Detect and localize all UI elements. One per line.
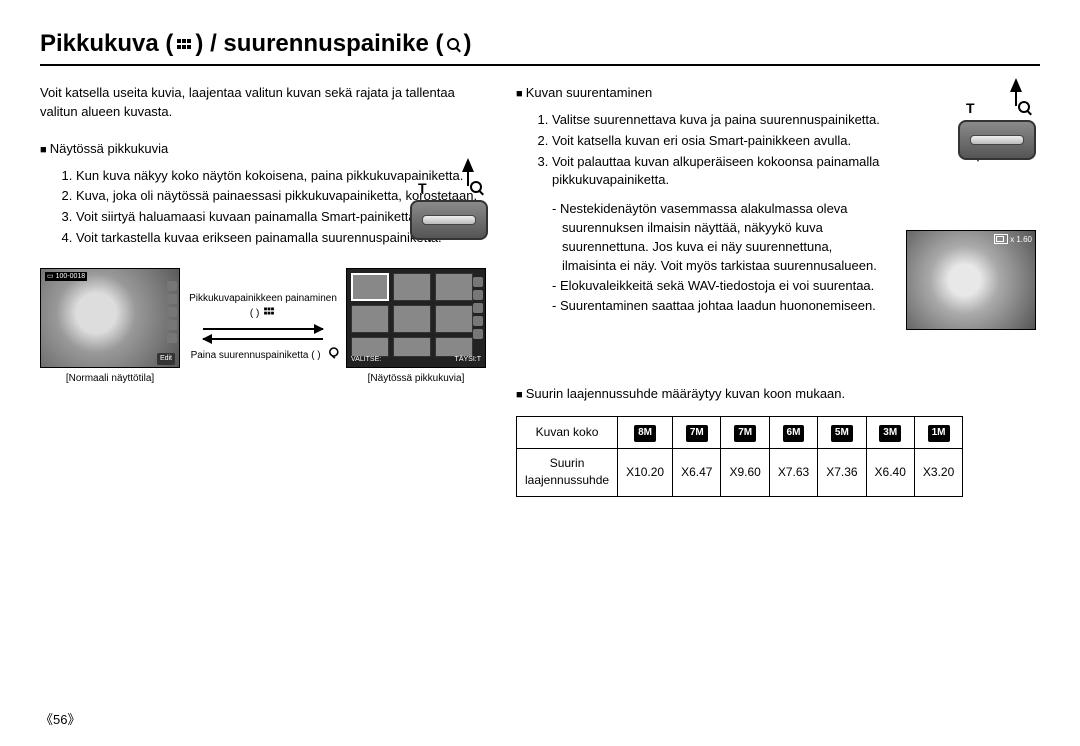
size-badge: 7M — [734, 425, 756, 442]
zoom-area-icon — [994, 234, 1008, 244]
thumb-selected — [351, 273, 389, 301]
sub-1: - Nestekidenäytön vasemmassa alakulmassa… — [552, 200, 890, 275]
select-label: VALITSE: — [351, 355, 381, 365]
sub-2: - Elokuvaleikkeitä sekä WAV-tiedostoja e… — [552, 277, 890, 296]
mid-bottom-label: Paina suurennuspainiketta ( ) — [191, 346, 336, 364]
right-steps: Valitse suurennettava kuva ja paina suur… — [516, 111, 890, 190]
ratio-cell: X7.36 — [818, 448, 866, 496]
zoom-indicator: x 1.60 — [994, 234, 1032, 244]
ratio-table: Kuvan koko 8M 7M 7M 6M 5M 3M 1M Suurin l… — [516, 416, 963, 496]
ratio-cell: X6.47 — [673, 448, 721, 496]
size-badge: 7M — [686, 425, 708, 442]
zoom-magnifier-icon-2 — [1018, 101, 1030, 113]
caption-normal: [Normaali näyttötila] — [40, 372, 180, 387]
arrow-up-icon — [462, 158, 474, 172]
ratio-cell: X10.20 — [618, 448, 673, 496]
screen-thumb-wrap: VALITSE: TÄYSI:T [Näytössä pikkukuvia] — [346, 268, 486, 387]
page-title: Pikkukuva ( ) / suurennuspainike ( ) — [40, 30, 1040, 66]
ratio-cell: X7.63 — [769, 448, 817, 496]
table-row-sizes: Kuvan koko 8M 7M 7M 6M 5M 3M 1M — [517, 417, 963, 449]
size-badge: 3M — [879, 425, 901, 442]
ratio-cell: X6.40 — [866, 448, 914, 496]
size-badge: 1M — [928, 425, 950, 442]
right-step-1: Valitse suurennettava kuva ja paina suur… — [552, 111, 890, 130]
zoom-t-label: T — [418, 180, 427, 196]
ratio-label: Suurin laajennussuhde — [517, 448, 618, 496]
screens-row: ▭ 100-0018 Edit [Normaali näyttötila] Pi… — [40, 268, 486, 387]
size-badge: 8M — [634, 425, 656, 442]
right-heading-1: Kuvan suurentaminen — [516, 84, 890, 103]
thumbnail-grid-icon — [177, 39, 191, 49]
zoom-value: x 1.60 — [1010, 235, 1032, 244]
edit-label: Edit — [157, 353, 175, 365]
screen-thumbnails: VALITSE: TÄYSI:T — [346, 268, 486, 368]
zoom-rocker-button[interactable] — [410, 200, 488, 240]
arrow-right-icon — [203, 328, 323, 330]
intro-text: Voit katsella useita kuvia, laajentaa va… — [40, 84, 486, 122]
zoom-magnifier-icon — [470, 181, 482, 193]
full-label: TÄYSI:T — [455, 355, 481, 365]
magnifier-icon-small — [325, 347, 335, 357]
title-b: ) / suurennuspainike ( — [195, 30, 443, 58]
zoom-t-label-2: T — [966, 100, 975, 116]
left-heading: Näytössä pikkukuvia — [40, 140, 486, 159]
magnifier-icon — [447, 38, 459, 50]
mid-arrows: Pikkukuvapainikkeen painaminen ( ) Paina… — [188, 292, 338, 364]
zoom-rocker-button-2[interactable] — [958, 120, 1036, 160]
sample-zoomed-photo: x 1.60 — [906, 230, 1036, 330]
page-number: 《56》 — [40, 709, 80, 728]
right-step-3: Voit palauttaa kuvan alkuperäiseen kokoo… — [552, 153, 890, 191]
size-badge: 6M — [783, 425, 805, 442]
right-subitems: - Nestekidenäytön vasemmassa alakulmassa… — [516, 200, 890, 315]
thumbnail-grid-icon-small — [264, 308, 274, 315]
zoom-control-left: T W — [410, 200, 488, 240]
screen-normal-wrap: ▭ 100-0018 Edit [Normaali näyttötila] — [40, 268, 180, 387]
size-badge: 5M — [831, 425, 853, 442]
arrow-up-icon-2 — [1010, 78, 1022, 92]
screen-normal-label: ▭ 100-0018 — [45, 272, 87, 282]
mid-top-label: Pikkukuvapainikkeen painaminen ( ) — [188, 292, 338, 322]
ratio-cell: X3.20 — [914, 448, 962, 496]
table-row-ratios: Suurin laajennussuhde X10.20 X6.47 X9.60… — [517, 448, 963, 496]
left-column: Voit katsella useita kuvia, laajentaa va… — [40, 84, 486, 497]
arrow-left-icon — [203, 338, 323, 340]
caption-thumb: [Näytössä pikkukuvia] — [346, 372, 486, 387]
title-c: ) — [463, 30, 471, 58]
screen-side-icons-2 — [473, 277, 483, 339]
sub-3: - Suurentaminen saattaa johtaa laadun hu… — [552, 297, 890, 316]
right-step-2: Voit katsella kuvan eri osia Smart-paini… — [552, 132, 890, 151]
screen-side-icons — [167, 281, 177, 343]
right-heading-2: Suurin laajennussuhde määräytyy kuvan ko… — [516, 385, 890, 404]
size-label: Kuvan koko — [517, 417, 618, 449]
title-a: Pikkukuva ( — [40, 30, 173, 58]
ratio-cell: X9.60 — [721, 448, 769, 496]
screen-normal: ▭ 100-0018 Edit — [40, 268, 180, 368]
zoom-control-right: T W — [958, 120, 1036, 160]
